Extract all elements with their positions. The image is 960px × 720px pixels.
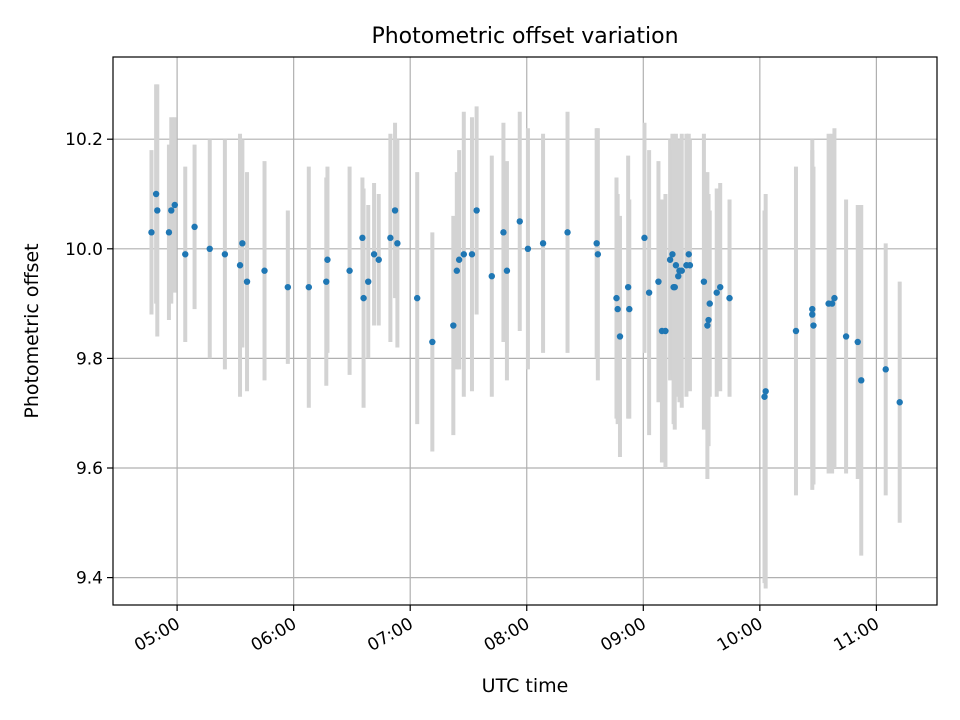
data-point [613,294,620,302]
data-point [686,262,694,269]
data-point [614,305,621,313]
data-point [662,327,669,335]
data-point [460,251,468,258]
data-point [360,294,367,302]
data-point [831,294,838,302]
data-point [705,316,712,324]
data-point [678,267,685,274]
data-point [524,245,532,252]
y-axis-label: Photometric offset [21,243,43,418]
data-point [391,207,399,214]
data-point [854,338,861,346]
data-point [221,251,229,258]
data-point [468,251,476,258]
data-point [669,251,676,258]
data-point [375,256,382,263]
data-point [713,289,720,296]
data-point [453,267,461,274]
data-point [594,251,602,258]
data-point [154,207,161,214]
data-point [706,300,713,307]
data-point [243,278,251,285]
data-point [503,267,511,274]
data-point [645,289,653,296]
data-point [236,262,244,269]
data-point [206,245,213,252]
x-axis-label: UTC time [482,675,569,697]
data-point [704,322,711,329]
data-point [882,366,889,373]
data-point [191,223,198,231]
data-point [148,229,155,236]
data-point [675,273,682,280]
data-point [858,377,865,384]
data-point [239,240,246,247]
data-point [323,278,330,285]
data-point [165,229,173,236]
data-point [455,256,463,263]
data-point [168,207,175,214]
y-tick-label: 9.4 [76,569,103,589]
data-point [626,305,633,313]
data-point [564,229,571,236]
data-point [500,229,507,236]
data-points [148,190,903,406]
data-point [624,283,632,291]
data-point [842,333,850,340]
data-point [671,283,678,291]
data-point [365,278,372,285]
data-point [324,256,331,263]
y-tick-label: 9.8 [76,349,103,369]
data-point [809,311,816,318]
data-point [809,305,816,313]
data-point [359,234,366,242]
data-point [284,283,292,291]
data-point [666,256,674,263]
data-point [810,322,817,329]
data-point [473,207,480,214]
data-point [346,267,353,274]
data-point [171,201,178,209]
chart-title: Photometric offset variation [371,24,678,49]
data-point [429,338,436,346]
data-point [450,322,457,329]
data-point [792,327,800,335]
data-point [305,283,313,291]
data-point [616,333,624,340]
data-point [828,300,836,307]
data-point [685,251,692,258]
data-point [387,234,394,242]
y-tick-label: 9.6 [76,459,103,479]
data-point [641,234,648,242]
data-point [182,251,189,258]
data-point [726,294,733,302]
y-tick-label: 10.2 [65,130,103,150]
data-point [762,388,769,395]
data-point [261,267,268,274]
y-tick-label: 10.0 [65,240,103,260]
data-point [717,283,724,291]
data-point [761,393,768,400]
data-point [394,240,401,247]
data-point [488,273,495,280]
data-point [672,262,680,269]
data-point [370,251,378,258]
data-point [413,294,421,302]
data-point [152,190,160,198]
plot-frame [112,56,938,606]
data-point [700,278,708,285]
data-point [593,240,600,247]
data-point [655,278,662,285]
data-point [896,399,903,406]
data-point [539,240,547,247]
data-point [516,218,523,225]
